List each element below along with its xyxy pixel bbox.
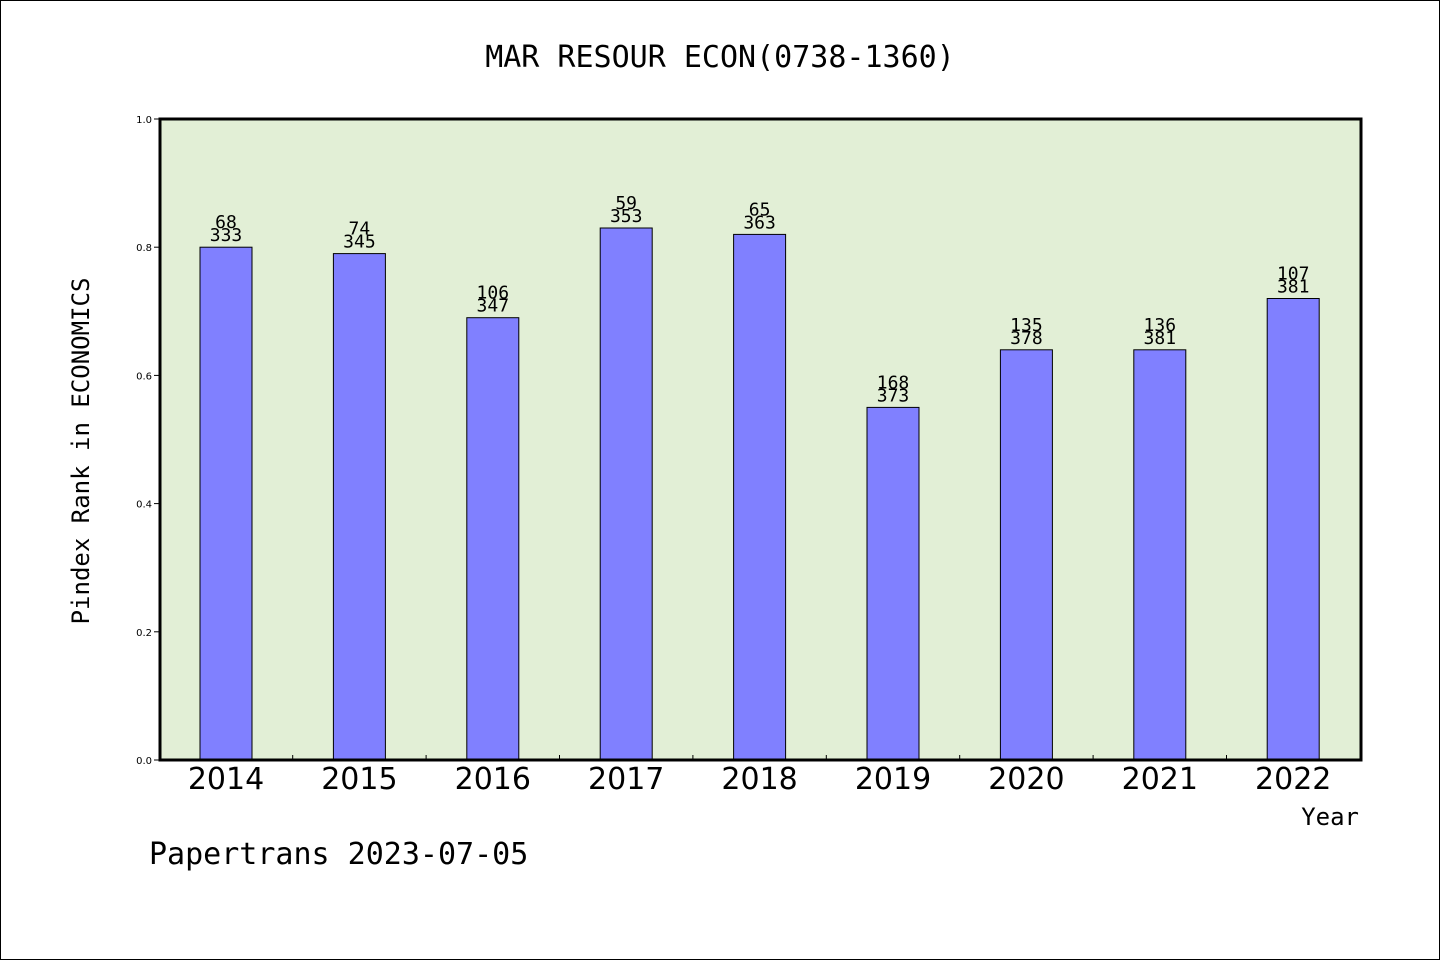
bar-label-top-2019: 168 (877, 372, 910, 393)
y-tick-label-1.0: 1.0 (136, 115, 152, 126)
footer-text: Papertrans 2023-07-05 (149, 837, 528, 872)
bar-label-top-2020: 135 (1010, 315, 1043, 336)
bar-2015 (332, 253, 386, 761)
bar-2016 (466, 317, 520, 761)
y-tick-label-0.2: 0.2 (136, 628, 152, 639)
bar-label-top-2017: 59 (615, 193, 637, 214)
y-tick-label-0.0: 0.0 (136, 756, 152, 767)
bar-label-bottom-2014: 333 (210, 225, 243, 246)
bar-label-bottom-2015: 345 (343, 232, 376, 253)
bar-label-top-2018: 65 (749, 199, 771, 220)
x-tick-label-2020: 2020 (988, 762, 1064, 797)
bar-label-bottom-2019: 373 (877, 385, 910, 406)
x-tick-label-2022: 2022 (1255, 762, 1331, 797)
bar-2020 (999, 349, 1053, 761)
x-tick-label-2016: 2016 (455, 762, 531, 797)
y-tick-label-0.8: 0.8 (136, 243, 152, 254)
bar-2017 (599, 227, 653, 761)
bar-label-bottom-2022: 381 (1277, 277, 1310, 298)
plot-border (158, 117, 1363, 762)
x-tick-label-2019: 2019 (855, 762, 931, 797)
bar-label-bottom-2021: 381 (1144, 328, 1177, 349)
bar-label-top-2022: 107 (1277, 264, 1310, 285)
x-axis-label: Year (1301, 803, 1359, 831)
bar-2019 (866, 406, 920, 761)
bar-label-top-2021: 136 (1144, 315, 1177, 336)
bar-2021 (1133, 349, 1187, 761)
bar-label-top-2015: 74 (349, 219, 371, 240)
bar-label-bottom-2016: 347 (477, 296, 510, 317)
bar-2014 (199, 246, 253, 761)
x-tick-label-2017: 2017 (588, 762, 664, 797)
bar-label-bottom-2020: 378 (1010, 328, 1043, 349)
y-tick-label-0.6: 0.6 (136, 371, 152, 382)
bar-label-top-2014: 68 (215, 212, 237, 233)
bar-label-top-2016: 106 (477, 283, 510, 304)
y-tick-label-0.4: 0.4 (136, 500, 152, 511)
x-tick-label-2018: 2018 (721, 762, 797, 797)
x-ticks-group: 2014 2015 2016 2017 2018 2019 2020 2021 2022 (188, 755, 1331, 797)
bar-label-bottom-2018: 363 (743, 212, 776, 233)
bar-2018 (733, 233, 787, 761)
bar-2022 (1266, 298, 1320, 761)
y-axis-label: Pindex Rank in ECONOMICS (67, 278, 95, 625)
bar-label-bottom-2017: 353 (610, 206, 643, 227)
chart-title: MAR RESOUR ECON(0738-1360) (485, 40, 955, 75)
x-tick-label-2014: 2014 (188, 762, 264, 797)
x-tick-label-2021: 2021 (1122, 762, 1198, 797)
x-tick-label-2015: 2015 (321, 762, 397, 797)
y-ticks-group: 0.0 0.2 0.4 0.6 0.8 1.0 (136, 115, 160, 767)
